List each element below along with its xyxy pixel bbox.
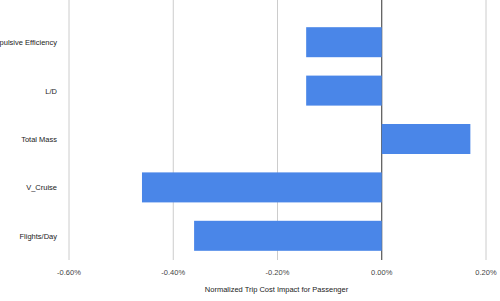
category-label: Flights/Day xyxy=(19,232,57,241)
axis-line xyxy=(69,260,486,261)
tick-label: 0.20% xyxy=(475,268,497,277)
bar xyxy=(142,172,382,202)
tick-label: -0.20% xyxy=(266,268,290,277)
category-label: V_Cruise xyxy=(26,183,57,192)
bar xyxy=(382,124,471,154)
tick-label: 0.00% xyxy=(371,268,393,277)
grid-line xyxy=(486,0,487,260)
category-label: Propulsive Efficiency xyxy=(0,38,57,47)
bar xyxy=(306,76,382,106)
bars xyxy=(142,27,470,251)
axis-title: Normalized Trip Cost Impact for Passenge… xyxy=(205,285,349,294)
grid-line xyxy=(69,0,70,260)
bar xyxy=(194,221,382,251)
tick-label: -0.60% xyxy=(57,268,81,277)
grid-line xyxy=(173,0,174,260)
tick-label: -0.40% xyxy=(161,268,185,277)
bar xyxy=(306,27,382,57)
category-label: L/D xyxy=(45,87,57,96)
category-label: Total Mass xyxy=(21,135,57,144)
chart: -0.60% -0.40% -0.20% 0.00% 0.20% Propulsive E… xyxy=(0,0,500,301)
